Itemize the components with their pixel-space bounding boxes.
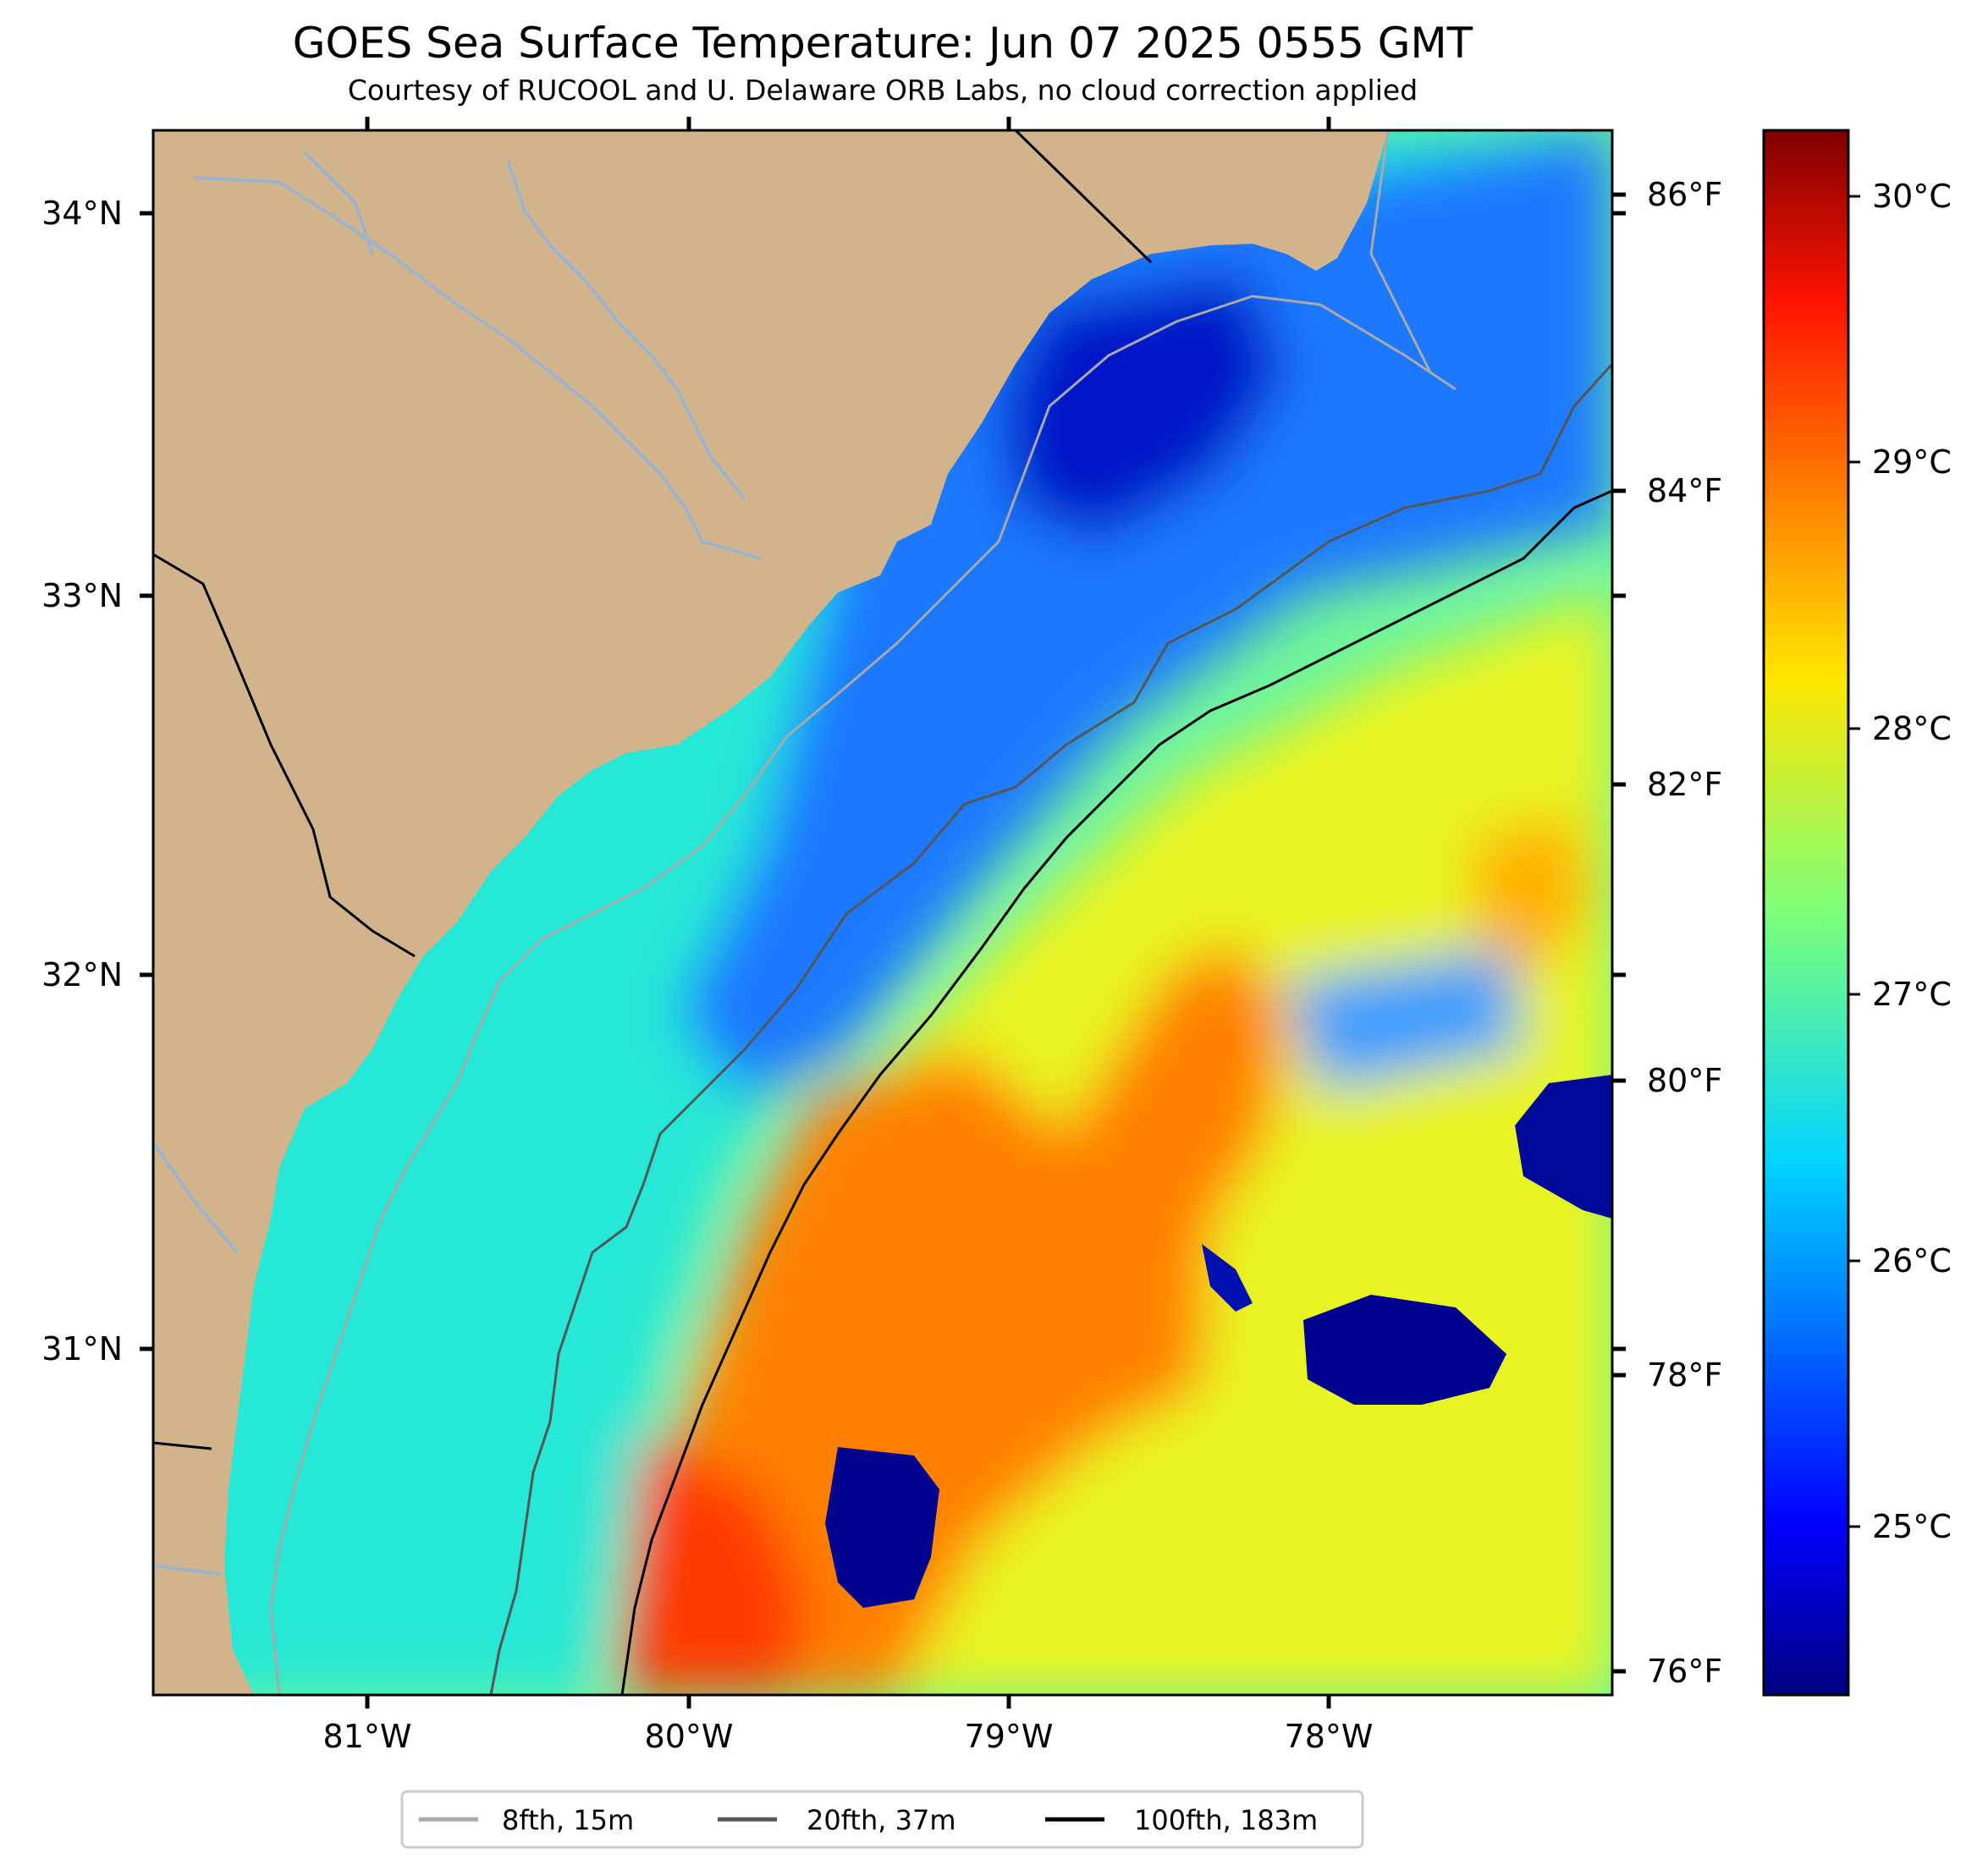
- fahrenheit-label-76: 76°F: [1647, 1653, 1722, 1690]
- state-border-sc-ga: [153, 553, 416, 958]
- legend-label-20fth: 20fth, 37m: [807, 1804, 955, 1836]
- fahrenheit-label-80: 80°F: [1647, 1062, 1722, 1099]
- cold-blob-edge: [1515, 1075, 1612, 1219]
- major-ticks: [140, 117, 1626, 1709]
- sst-blue-streaks: [1286, 948, 1523, 1092]
- lon-label-79: 79°W: [965, 1718, 1054, 1755]
- lon-label-81: 81°W: [323, 1718, 412, 1755]
- colorbar-label-25: 25°C: [1872, 1508, 1952, 1545]
- isobath-legend: 8fth, 15m 20fth, 37m 100fth, 183m: [400, 1790, 1364, 1849]
- fahrenheit-label-78: 78°F: [1647, 1356, 1722, 1394]
- land-mass: [153, 130, 1388, 1695]
- colorbar-label-27: 27°C: [1872, 976, 1952, 1013]
- cold-blob-east: [1303, 1295, 1506, 1405]
- cold-blob-south: [825, 1447, 939, 1608]
- colorbar-label-26: 26°C: [1872, 1242, 1952, 1279]
- colorbar-label-28: 28°C: [1872, 710, 1952, 747]
- colorbar-ticks: [1848, 195, 1860, 1528]
- map-subtitle: Courtesy of RUCOOL and U. Delaware ORB L…: [348, 74, 1418, 107]
- map-panel: [153, 130, 1612, 1695]
- isobath-100fth: [620, 489, 1612, 1695]
- lat-label-31: 31°N: [41, 1330, 123, 1367]
- fahrenheit-label-84: 84°F: [1647, 472, 1722, 509]
- lon-label-80: 80°W: [645, 1718, 734, 1755]
- colorbar-label-30: 30°C: [1872, 178, 1952, 215]
- colorbar-label-29: 29°C: [1872, 443, 1952, 481]
- legend-label-100fth: 100fth, 183m: [1134, 1804, 1318, 1836]
- lat-label-33: 33°N: [41, 577, 123, 614]
- colorbar: [1762, 129, 1850, 1697]
- river-lines: [153, 151, 763, 1576]
- fahrenheit-label-82: 82°F: [1647, 766, 1722, 803]
- sst-orange-core: [626, 939, 1286, 1695]
- map-title: GOES Sea Surface Temperature: Jun 07 202…: [293, 19, 1473, 68]
- lat-label-34: 34°N: [41, 195, 123, 232]
- legend-box: [400, 1790, 1364, 1849]
- sst-darkblue-nearshore: [999, 271, 1286, 542]
- sst-orange-east: [1473, 812, 1591, 982]
- sst-field: [153, 130, 1612, 1695]
- isobath-20fth: [489, 362, 1612, 1695]
- state-border-nc-sc: [1014, 130, 1153, 264]
- legend-label-8fth: 8fth, 15m: [502, 1804, 634, 1836]
- isobath-8fth: [269, 130, 1457, 1695]
- lat-label-32: 32°N: [41, 956, 123, 993]
- map-frame: [151, 129, 1614, 1697]
- fahrenheit-label-86: 86°F: [1647, 176, 1722, 213]
- cold-streak: [1202, 1244, 1253, 1312]
- lon-label-78: 78°W: [1285, 1718, 1374, 1755]
- state-border-ga-fl: [153, 1441, 212, 1450]
